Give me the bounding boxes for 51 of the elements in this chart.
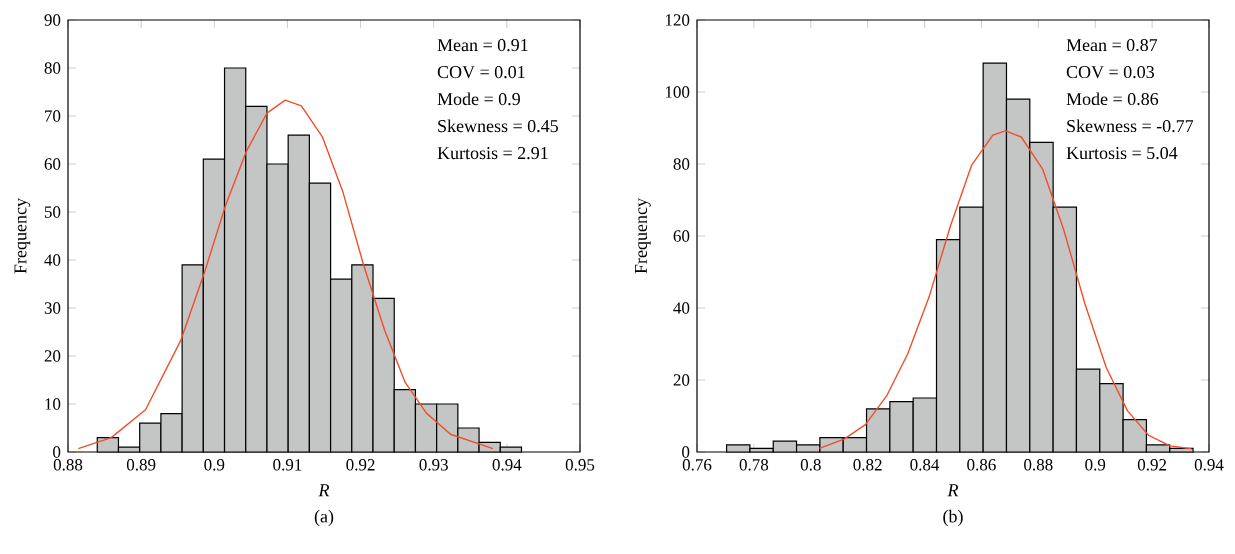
annotation: Mode = 0.9 [437, 92, 520, 106]
annotation: Mean = 0.87 [1066, 38, 1158, 52]
x-tick-label: 0.82 [853, 459, 882, 471]
y-tick-label: 60 [673, 230, 690, 242]
x-tick-label: 0.84 [910, 459, 940, 471]
y-tick-label: 100 [665, 86, 690, 98]
annotation: Skewness = 0.45 [438, 119, 558, 133]
x-axis-title: R [318, 484, 330, 497]
y-tick-label: 80 [44, 62, 61, 74]
x-tick-label: 0.94 [1194, 459, 1224, 471]
y-tick-label: 40 [673, 302, 690, 314]
y-tick-label: 0 [682, 446, 690, 458]
text: (b) [943, 509, 963, 527]
y-tick-label: 20 [44, 350, 61, 362]
annotation: Kurtosis = 2.91 [437, 147, 548, 160]
x-tick-label: 0.91 [273, 459, 302, 471]
annotation: Mean = 0.91 [437, 38, 528, 52]
x-tick-label: 0.94 [492, 459, 522, 471]
y-axis-title: Frequency [14, 198, 31, 274]
annotation: Mode = 0.86 [1066, 92, 1159, 106]
x-tick-label: 0.88 [53, 459, 83, 471]
y-tick-label: 60 [44, 158, 61, 170]
y-tick-label: 30 [44, 302, 61, 314]
annotation: Kurtosis = 5.04 [1066, 146, 1178, 160]
x-tick-label: 0.76 [682, 459, 712, 471]
x-tick-label: 0.86 [967, 459, 996, 471]
x-tick-label: 0.95 [565, 459, 595, 471]
x-tick-label: 0.89 [126, 459, 156, 471]
x-axis-title: R [947, 484, 959, 497]
x-tick-label: 0.9 [1085, 459, 1106, 471]
y-axis-title: Frequency [635, 198, 651, 274]
x-tick-label: 0.9 [204, 459, 225, 471]
y-tick-label: 10 [45, 398, 61, 410]
x-tick-label: 0.88 [1024, 459, 1053, 471]
x-tick-label: 0.93 [419, 459, 448, 471]
x-tick-label: 0.92 [1137, 459, 1167, 471]
annotation: Skewness = -0.77 [1067, 119, 1194, 133]
y-tick-label: 50 [44, 206, 61, 218]
y-tick-label: 120 [665, 14, 690, 26]
annotation: COV = 0.03 [1066, 65, 1155, 79]
x-tick-label: 0.78 [739, 459, 769, 471]
x-tick-label: 0.8 [800, 459, 821, 471]
y-tick-label: 80 [673, 158, 690, 170]
y-tick-label: 90 [44, 14, 61, 26]
annotation: COV = 0.01 [437, 65, 525, 79]
y-tick-label: 40 [44, 254, 61, 266]
y-tick-label: 0 [53, 446, 61, 458]
text: (a) [314, 509, 334, 527]
y-tick-label: 70 [45, 110, 61, 122]
x-tick-label: 0.92 [346, 459, 375, 471]
y-tick-label: 20 [673, 374, 690, 386]
